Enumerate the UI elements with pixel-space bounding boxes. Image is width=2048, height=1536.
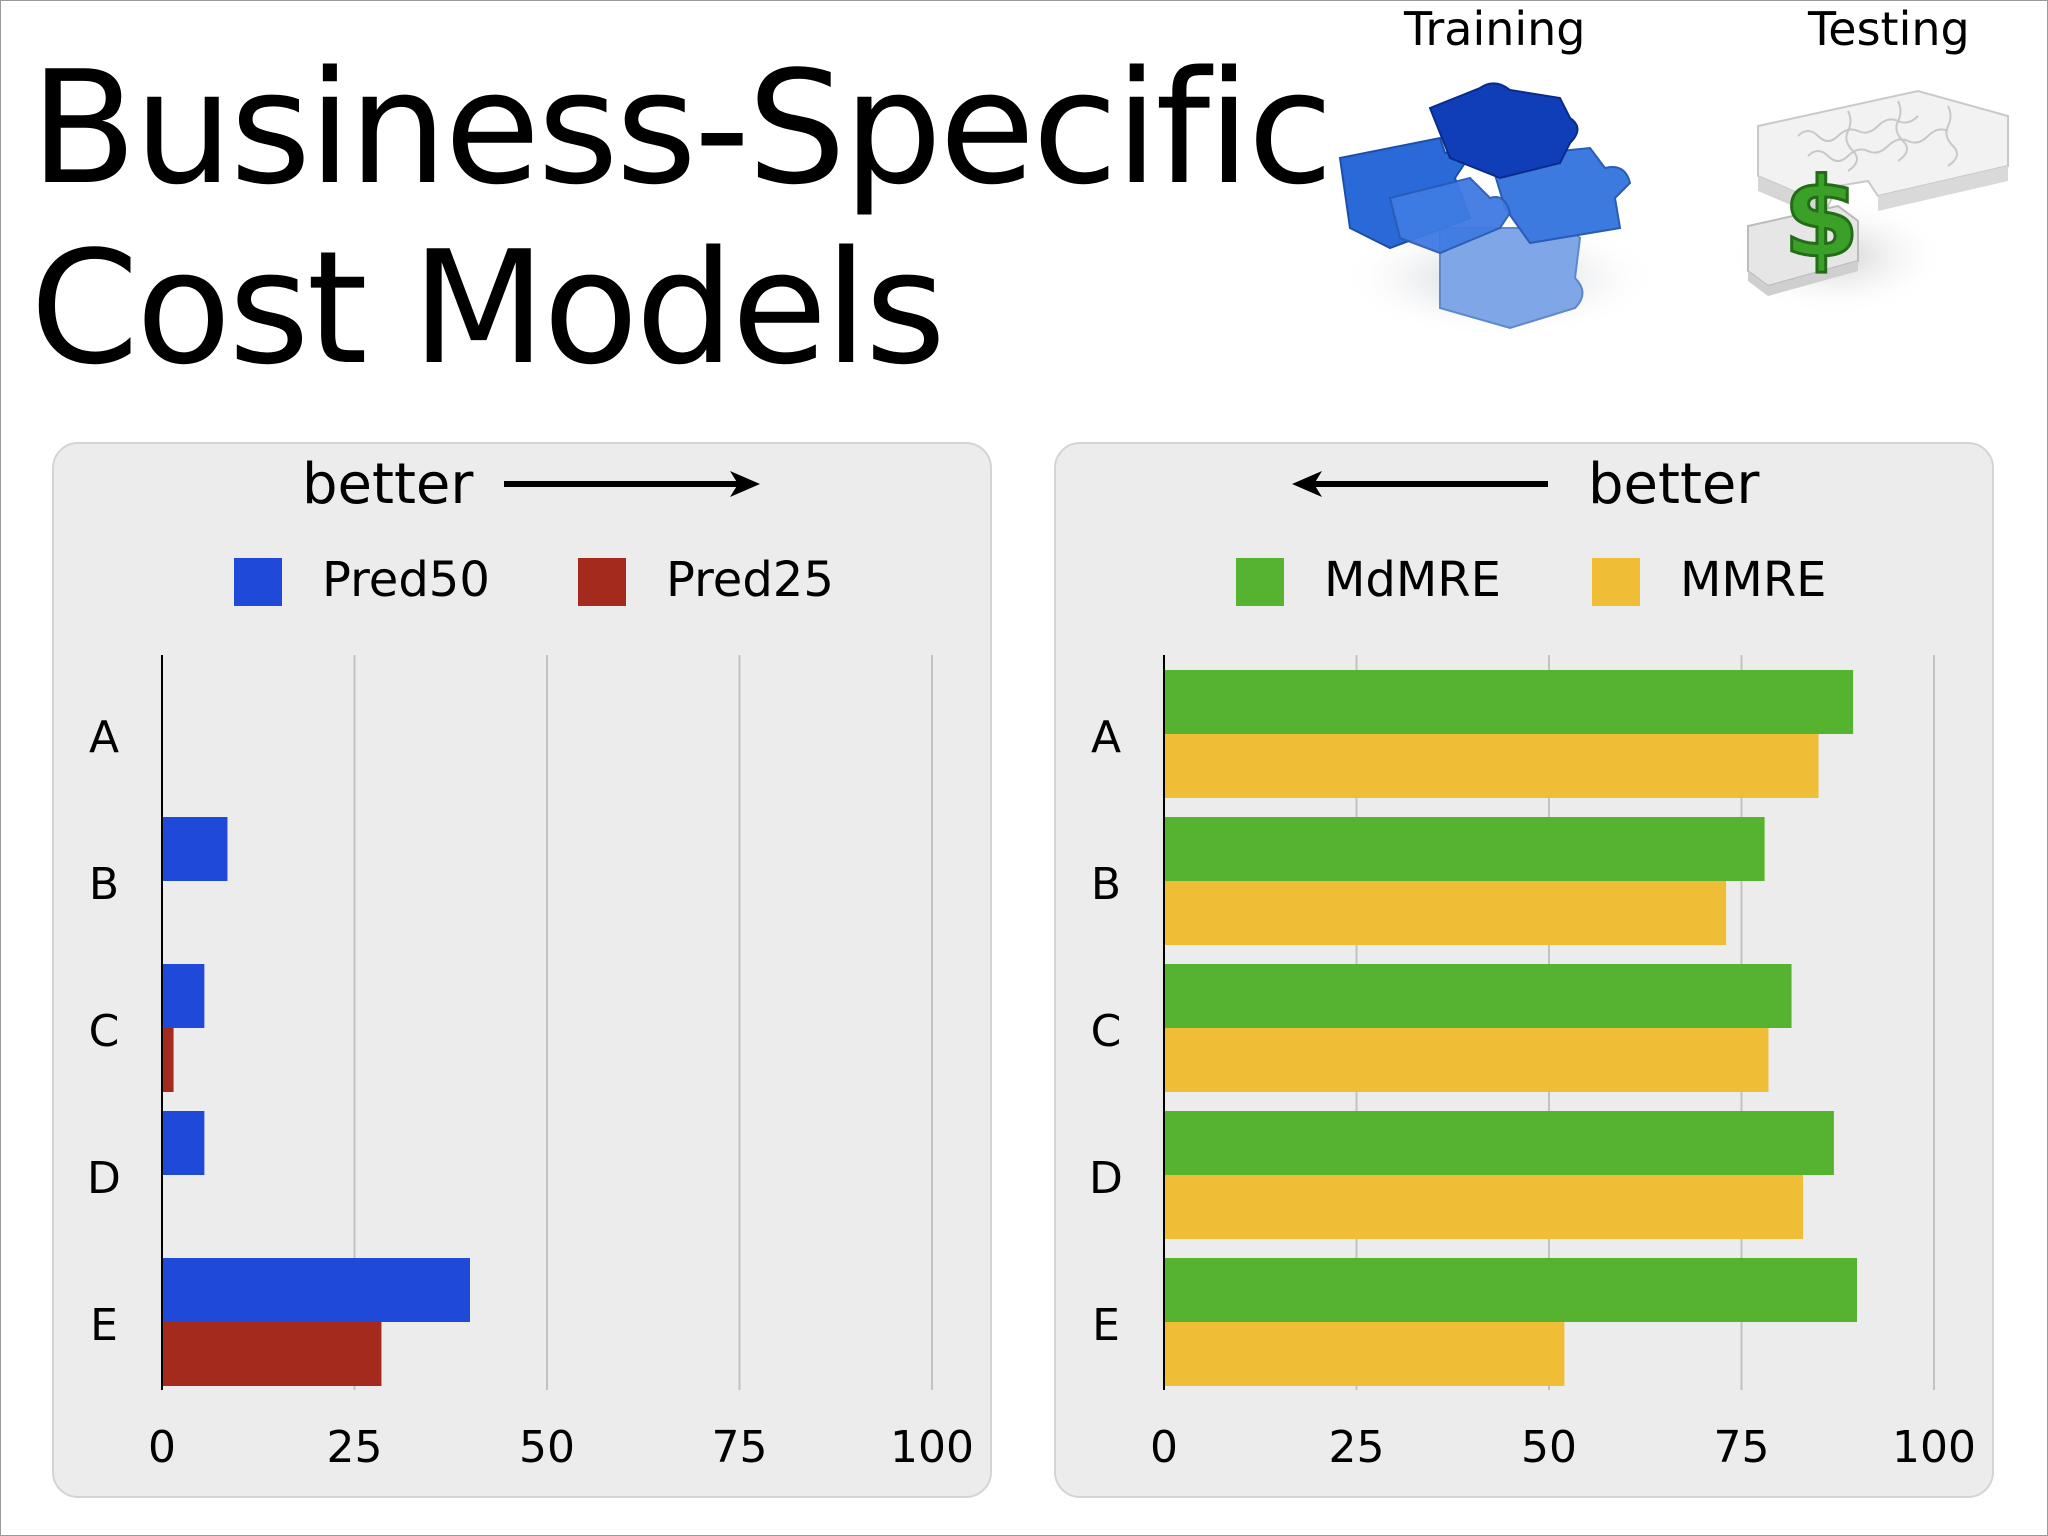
left-bar-chart: 0 25 50 75 100 A B C D E xyxy=(87,655,974,1473)
left-bar-pred50-c xyxy=(162,964,205,1028)
right-xtick-50: 50 xyxy=(1521,1422,1577,1473)
left-bar-pred25-e xyxy=(162,1322,382,1386)
right-xtick-75: 75 xyxy=(1714,1422,1770,1473)
left-category-label-b: B xyxy=(89,859,119,910)
right-xtick-25: 25 xyxy=(1329,1422,1385,1473)
right-bar-mmre-b xyxy=(1164,881,1727,945)
slide-title: Business-Specific Cost Models xyxy=(30,37,1333,399)
right-category-label-d: D xyxy=(1089,1153,1123,1204)
right-category-label-e: E xyxy=(1092,1300,1120,1351)
title-line-2: Cost Models xyxy=(30,217,946,399)
left-bar-pred50-d xyxy=(162,1111,205,1175)
left-category-label-a: A xyxy=(89,712,119,763)
right-bar-mdmre-e xyxy=(1164,1258,1857,1322)
legend-label-pred50: Pred50 xyxy=(322,552,490,608)
right-bar-mdmre-a xyxy=(1164,670,1854,734)
left-xtick-25: 25 xyxy=(327,1422,383,1473)
legend-label-pred25: Pred25 xyxy=(666,552,834,608)
training-label: Training xyxy=(1404,2,1586,56)
right-bar-mdmre-c xyxy=(1164,964,1792,1028)
right-category-label-a: A xyxy=(1091,712,1121,763)
legend-label-mdmre: MdMRE xyxy=(1324,552,1501,608)
right-xtick-0: 0 xyxy=(1150,1422,1178,1473)
right-bar-mmre-c xyxy=(1164,1028,1769,1092)
left-category-label-e: E xyxy=(90,1300,118,1351)
left-arrow-icon xyxy=(1292,471,1548,497)
left-xtick-50: 50 xyxy=(519,1422,575,1473)
right-bar-mmre-e xyxy=(1164,1322,1565,1386)
legend-swatch-mdmre xyxy=(1236,558,1284,606)
svg-text:$: $ xyxy=(1783,154,1860,282)
right-better-label: better xyxy=(1588,452,1760,517)
right-bar-mmre-a xyxy=(1164,734,1819,798)
left-category-label-c: C xyxy=(89,1006,120,1057)
left-bar-pred25-c xyxy=(162,1028,174,1092)
left-xtick-75: 75 xyxy=(712,1422,768,1473)
right-bar-mdmre-d xyxy=(1164,1111,1834,1175)
blue-puzzle-icon xyxy=(1330,78,1660,342)
right-category-label-c: C xyxy=(1091,1006,1122,1057)
right-bar-mmre-d xyxy=(1164,1175,1804,1239)
left-better-label: better xyxy=(302,452,474,517)
legend-label-mmre: MMRE xyxy=(1680,552,1827,608)
legend-swatch-mmre xyxy=(1592,558,1640,606)
testing-label: Testing xyxy=(1808,2,1970,56)
legend-swatch-pred25 xyxy=(578,558,626,606)
dollar-puzzle-icon: $ xyxy=(1728,86,2038,330)
left-xtick-100: 100 xyxy=(890,1422,974,1473)
right-bar-mdmre-b xyxy=(1164,817,1765,881)
right-category-label-b: B xyxy=(1091,859,1121,910)
right-bar-chart: 0 25 50 75 100 A B C D E xyxy=(1089,655,1976,1473)
left-xtick-0: 0 xyxy=(148,1422,176,1473)
left-category-label-d: D xyxy=(87,1153,121,1204)
right-xtick-100: 100 xyxy=(1892,1422,1976,1473)
left-bar-pred50-e xyxy=(162,1258,470,1322)
left-bar-pred50-b xyxy=(162,817,228,881)
title-line-1: Business-Specific xyxy=(30,37,1333,219)
right-arrow-icon xyxy=(504,471,760,497)
legend-swatch-pred50 xyxy=(234,558,282,606)
